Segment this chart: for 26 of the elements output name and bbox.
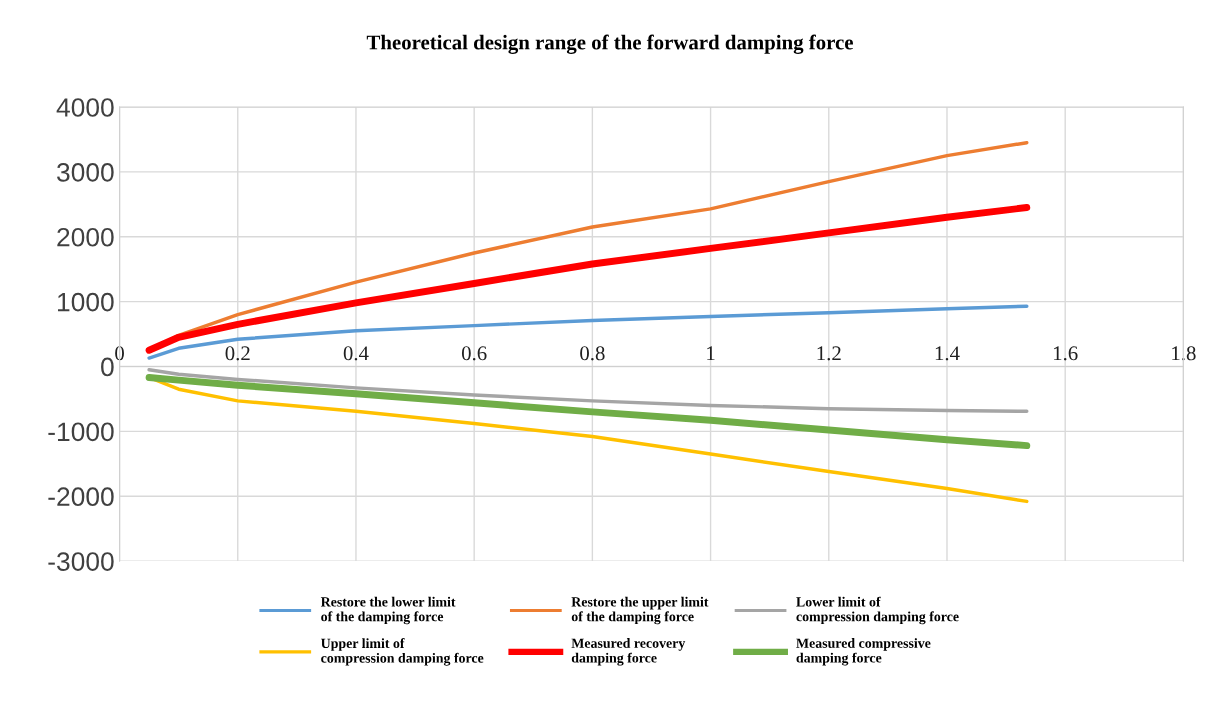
y-tick-label: -2000 [48,487,114,507]
x-tick-label: 0.4 [343,346,369,361]
line-series [147,304,1029,360]
x-tick-label: 1.2 [817,346,841,361]
x-tick-label: 1 [707,346,715,361]
y-tick-label: 2000 [57,227,114,247]
x-tick-label: 0.2 [225,346,250,361]
y-tick-label: 4000 [56,98,114,117]
legend-label: Restore the lower limit of the damping force [320,596,456,625]
line-series [147,367,1029,413]
y-tick-label: 1000 [58,292,114,312]
y-tick-label: -3000 [48,552,114,571]
legend-label: Measured compressive damping force [796,638,931,666]
x-tick-label: 1.8 [1172,346,1196,361]
x-tick-label: 0 [115,346,124,361]
x-tick-label: 1.4 [935,346,960,361]
y-tick-label: -1000 [48,422,114,442]
x-tick-label: 1.6 [1054,346,1078,361]
chart-title: Theoretical design range of the forward damping force [366,34,853,54]
legend-label: Restore the upper limit of the damping force [571,596,709,625]
y-tick-label: 3000 [57,163,114,182]
legend-label: Lower limit of compression damping force [796,596,959,625]
legend-label: Upper limit of compression damping force [321,638,484,666]
legend-label: Measured recovery damping force [571,638,686,666]
x-tick-label: 0.8 [580,346,605,361]
x-tick-label: 0.6 [461,346,487,361]
